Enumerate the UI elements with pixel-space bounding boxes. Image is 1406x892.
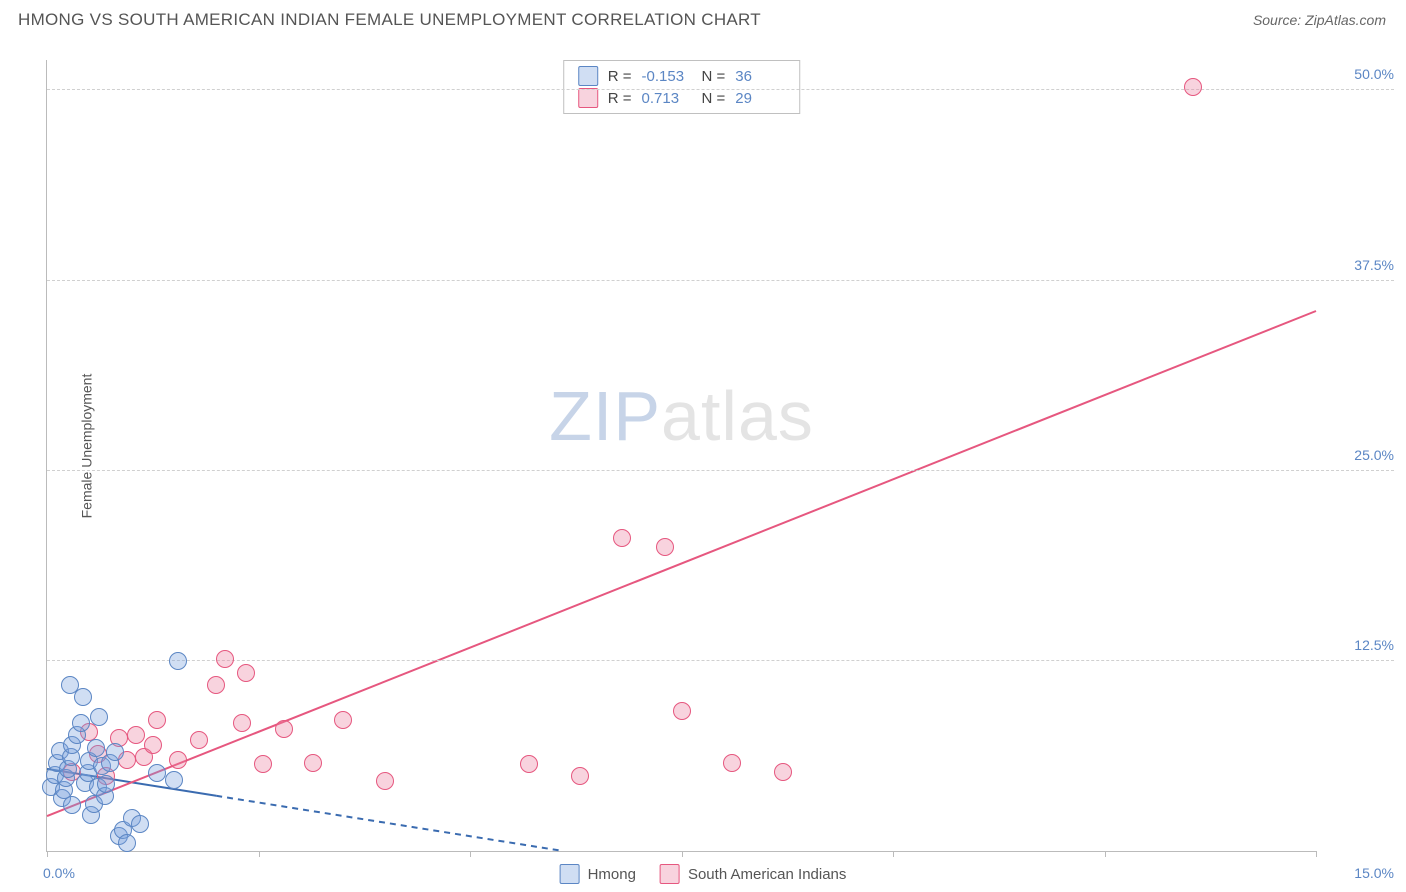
data-point-series-0 [72, 714, 90, 732]
x-tick [893, 851, 894, 857]
data-point-series-0 [106, 743, 124, 761]
data-point-series-1 [144, 736, 162, 754]
legend-label-series-1: South American Indians [688, 866, 846, 883]
legend-row-series-0: R = -0.153 N = 36 [578, 65, 786, 87]
x-axis-min-label: 0.0% [43, 865, 75, 881]
y-tick-label: 37.5% [1324, 257, 1394, 273]
x-tick [47, 851, 48, 857]
data-point-series-1 [656, 538, 674, 556]
x-axis-max-label: 15.0% [1354, 865, 1394, 881]
data-point-series-1 [169, 751, 187, 769]
x-tick [470, 851, 471, 857]
data-point-series-1 [520, 755, 538, 773]
x-tick [682, 851, 683, 857]
gridline [47, 470, 1394, 471]
n-value-series-1: 29 [735, 90, 785, 107]
data-point-series-1 [334, 711, 352, 729]
r-value-series-1: 0.713 [642, 90, 692, 107]
data-point-series-0 [90, 708, 108, 726]
data-point-series-0 [131, 815, 149, 833]
data-point-series-1 [127, 726, 145, 744]
series-legend: Hmong South American Indians [560, 864, 847, 884]
data-point-series-0 [165, 771, 183, 789]
data-point-series-1 [723, 754, 741, 772]
data-point-series-1 [207, 676, 225, 694]
gridline [47, 660, 1394, 661]
trend-lines-layer [47, 60, 1316, 851]
y-tick-label: 25.0% [1324, 447, 1394, 463]
data-point-series-1 [233, 714, 251, 732]
trendline-dashed-series-0 [216, 796, 563, 851]
x-tick [1105, 851, 1106, 857]
data-point-series-1 [304, 754, 322, 772]
data-point-series-1 [216, 650, 234, 668]
data-point-series-0 [87, 739, 105, 757]
gridline [47, 280, 1394, 281]
legend-swatch-icon [660, 864, 680, 884]
data-point-series-1 [673, 702, 691, 720]
data-point-series-0 [61, 676, 79, 694]
n-value-series-0: 36 [735, 68, 785, 85]
x-tick [259, 851, 260, 857]
data-point-series-0 [148, 764, 166, 782]
data-point-series-1 [237, 664, 255, 682]
data-point-series-0 [118, 834, 136, 852]
data-point-series-1 [1184, 78, 1202, 96]
scatter-chart: ZIPatlas R = -0.153 N = 36 R = 0.713 N =… [46, 60, 1316, 852]
data-point-series-1 [190, 731, 208, 749]
legend-item-series-0: Hmong [560, 864, 636, 884]
data-point-series-0 [97, 775, 115, 793]
y-tick-label: 12.5% [1324, 637, 1394, 653]
data-point-series-1 [376, 772, 394, 790]
r-value-series-0: -0.153 [642, 68, 692, 85]
trendline-series-1 [47, 311, 1316, 816]
r-label: R = [608, 90, 632, 107]
data-point-series-0 [169, 652, 187, 670]
legend-swatch-series-1 [578, 88, 598, 108]
source-attribution: Source: ZipAtlas.com [1253, 12, 1386, 28]
n-label: N = [702, 90, 726, 107]
chart-title: HMONG VS SOUTH AMERICAN INDIAN FEMALE UN… [18, 10, 761, 30]
data-point-series-1 [613, 529, 631, 547]
legend-label-series-0: Hmong [588, 866, 636, 883]
data-point-series-1 [571, 767, 589, 785]
data-point-series-1 [254, 755, 272, 773]
data-point-series-1 [774, 763, 792, 781]
y-tick-label: 50.0% [1324, 66, 1394, 82]
data-point-series-1 [275, 720, 293, 738]
correlation-legend: R = -0.153 N = 36 R = 0.713 N = 29 [563, 60, 801, 114]
data-point-series-1 [148, 711, 166, 729]
legend-item-series-1: South American Indians [660, 864, 846, 884]
data-point-series-0 [63, 796, 81, 814]
legend-swatch-icon [560, 864, 580, 884]
n-label: N = [702, 68, 726, 85]
r-label: R = [608, 68, 632, 85]
legend-swatch-series-0 [578, 66, 598, 86]
x-tick [1316, 851, 1317, 857]
